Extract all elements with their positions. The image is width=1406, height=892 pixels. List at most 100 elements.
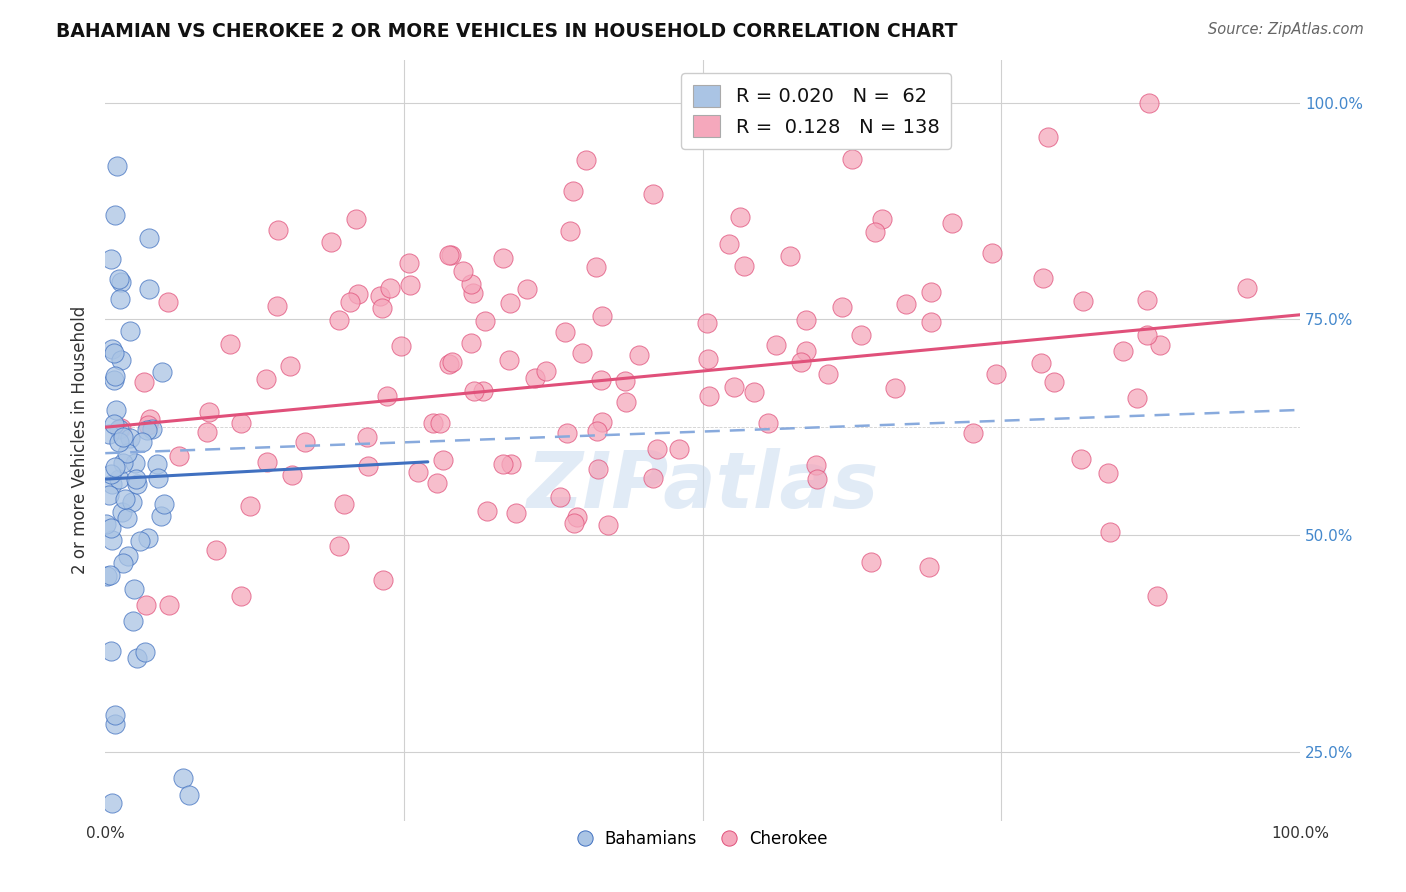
Point [378, 281, 401, 295]
Point [150, 365, 173, 379]
Point [461, 286, 484, 301]
Point [108, 472, 131, 486]
Point [765, 338, 787, 352]
Point [849, 328, 872, 343]
Point [884, 381, 907, 395]
Point [110, 353, 132, 368]
Point [927, 110, 949, 124]
Point [96, 569, 118, 583]
Point [111, 505, 134, 519]
Point [97, 488, 120, 502]
Point [135, 598, 157, 612]
Point [422, 416, 444, 430]
Point [440, 248, 463, 262]
Y-axis label: 2 or more Vehicles in Household: 2 or more Vehicles in Household [72, 306, 89, 574]
Point [104, 708, 127, 723]
Point [591, 415, 613, 429]
Point [728, 211, 751, 225]
Point [498, 352, 520, 367]
Point [1146, 589, 1168, 603]
Point [437, 357, 460, 371]
Point [97, 426, 120, 441]
Point [614, 395, 637, 409]
Point [294, 435, 316, 450]
Point [124, 456, 146, 470]
Point [371, 301, 394, 315]
Point [586, 424, 609, 438]
Point [941, 216, 963, 230]
Point [1043, 375, 1066, 389]
Point [441, 354, 464, 368]
Point [918, 560, 941, 574]
Point [141, 422, 163, 436]
Point [432, 453, 454, 467]
Point [723, 380, 745, 394]
Point [806, 472, 828, 486]
Point [647, 442, 669, 456]
Point [115, 446, 138, 460]
Point [499, 295, 522, 310]
Point [195, 425, 218, 439]
Point [339, 294, 361, 309]
Point [492, 252, 515, 266]
Point [131, 435, 153, 450]
Point [492, 457, 515, 471]
Point [328, 540, 350, 554]
Point [100, 252, 122, 266]
Point [523, 370, 546, 384]
Point [157, 295, 180, 310]
Point [796, 313, 818, 327]
Point [399, 278, 422, 293]
Point [128, 534, 150, 549]
Point [280, 359, 302, 373]
Point [389, 339, 412, 353]
Point [920, 285, 942, 300]
Point [561, 185, 583, 199]
Point [756, 416, 779, 430]
Text: BAHAMIAN VS CHEROKEE 2 OR MORE VEHICLES IN HOUSEHOLD CORRELATION CHART: BAHAMIAN VS CHEROKEE 2 OR MORE VEHICLES … [56, 22, 957, 41]
Point [101, 533, 124, 547]
Point [108, 271, 131, 285]
Point [167, 450, 190, 464]
Point [586, 462, 609, 476]
Point [145, 457, 167, 471]
Point [758, 125, 780, 139]
Point [1236, 281, 1258, 295]
Point [138, 282, 160, 296]
Point [134, 375, 156, 389]
Point [120, 325, 142, 339]
Point [804, 458, 827, 473]
Point [152, 497, 174, 511]
Point [429, 416, 451, 430]
Point [865, 225, 887, 239]
Point [157, 598, 180, 612]
Point [231, 589, 253, 603]
Point [1111, 344, 1133, 359]
Point [742, 385, 765, 400]
Point [239, 500, 262, 514]
Point [558, 224, 581, 238]
Point [347, 287, 370, 301]
Point [104, 460, 127, 475]
Point [110, 421, 132, 435]
Point [117, 510, 139, 524]
Point [575, 153, 598, 168]
Point [267, 223, 290, 237]
Point [104, 368, 127, 383]
Point [451, 263, 474, 277]
Point [108, 422, 131, 436]
Point [105, 403, 128, 417]
Point [110, 275, 132, 289]
Point [122, 615, 145, 629]
Point [104, 208, 127, 222]
Point [591, 373, 613, 387]
Point [841, 152, 863, 166]
Text: Source: ZipAtlas.com: Source: ZipAtlas.com [1208, 22, 1364, 37]
Point [344, 211, 367, 226]
Point [333, 497, 356, 511]
Point [125, 472, 148, 486]
Point [460, 336, 482, 351]
Point [108, 435, 131, 450]
Point [565, 510, 588, 524]
Point [554, 326, 576, 340]
